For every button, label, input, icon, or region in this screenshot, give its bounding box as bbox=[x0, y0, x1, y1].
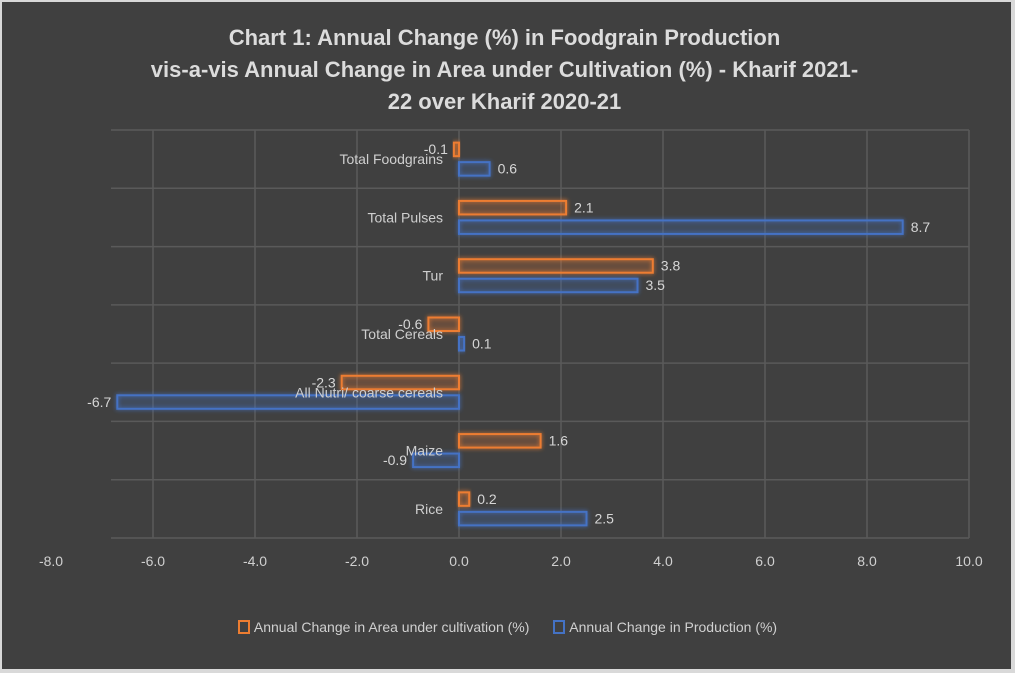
category-label: Total Cereals bbox=[361, 326, 443, 342]
bar-production-change bbox=[116, 394, 461, 410]
x-tick-label: 0.0 bbox=[449, 553, 469, 569]
legend-swatch-production bbox=[553, 620, 566, 634]
legend-label-area: Annual Change in Area under cultivation … bbox=[253, 619, 530, 635]
x-tick-label: -6.0 bbox=[141, 553, 165, 569]
data-label: 3.8 bbox=[661, 258, 681, 274]
bar-area-change bbox=[427, 316, 460, 332]
data-label: 2.5 bbox=[595, 510, 615, 526]
bar-area-change bbox=[340, 374, 461, 391]
category-label: Tur bbox=[423, 268, 444, 284]
data-label: 8.7 bbox=[911, 219, 931, 235]
data-label: -0.6 bbox=[398, 316, 422, 332]
bar-area-change bbox=[458, 491, 471, 507]
legend-item-area: Annual Change in Area under cultivation … bbox=[237, 619, 530, 635]
data-label: -0.1 bbox=[424, 141, 448, 157]
x-tick-label: 6.0 bbox=[755, 553, 775, 569]
chart-title-line-1: Chart 1: Annual Change (%) in Foodgrain … bbox=[228, 25, 781, 50]
x-tick-label: 4.0 bbox=[653, 553, 673, 569]
bar-area-change bbox=[458, 199, 568, 216]
bar-production-change bbox=[458, 277, 639, 294]
data-label: 3.5 bbox=[646, 277, 666, 293]
legend-swatch-area bbox=[237, 620, 250, 634]
legend-label-production: Annual Change in Production (%) bbox=[569, 619, 778, 635]
bar-production-change bbox=[412, 452, 461, 469]
bar-production-change bbox=[458, 161, 491, 177]
chart-title-line-2: vis-a-vis Annual Change in Area under Cu… bbox=[150, 57, 859, 82]
bar-production-change bbox=[458, 510, 588, 527]
data-label: -2.3 bbox=[312, 374, 336, 390]
chart-title-line-3: 22 over Kharif 2020-21 bbox=[387, 89, 622, 114]
category-label: Maize bbox=[406, 443, 444, 459]
legend: Annual Change in Area under cultivation … bbox=[0, 619, 1015, 637]
x-tick-label: -2.0 bbox=[345, 553, 369, 569]
category-label: Total Foodgrains bbox=[339, 151, 443, 167]
legend-item-production: Annual Change in Production (%) bbox=[553, 619, 777, 635]
data-label: 1.6 bbox=[549, 433, 569, 449]
x-tick-label: -4.0 bbox=[243, 553, 267, 569]
bar-area-change bbox=[452, 141, 460, 158]
x-tick-label: 2.0 bbox=[551, 553, 571, 569]
category-label: All Nutri/ coarse cereals bbox=[295, 384, 443, 400]
bar-area-change bbox=[458, 433, 542, 449]
chart-title: Chart 1: Annual Change (%) in Foodgrain … bbox=[0, 22, 1009, 118]
bar-production-change bbox=[458, 219, 904, 235]
data-label: -0.9 bbox=[383, 452, 407, 468]
data-label: 0.1 bbox=[472, 336, 492, 352]
data-label: 0.2 bbox=[477, 491, 497, 507]
x-tick-label: 10.0 bbox=[955, 553, 982, 569]
bar-area-change bbox=[458, 258, 654, 274]
x-tick-label: 8.0 bbox=[857, 553, 877, 569]
x-tick-label: -8.0 bbox=[39, 553, 63, 569]
data-label: -6.7 bbox=[87, 394, 111, 410]
data-label: 2.1 bbox=[574, 199, 594, 215]
bar-production-change bbox=[458, 336, 466, 352]
data-label: 0.6 bbox=[498, 161, 518, 177]
category-label: Total Pulses bbox=[368, 209, 443, 225]
category-label: Rice bbox=[415, 501, 443, 517]
